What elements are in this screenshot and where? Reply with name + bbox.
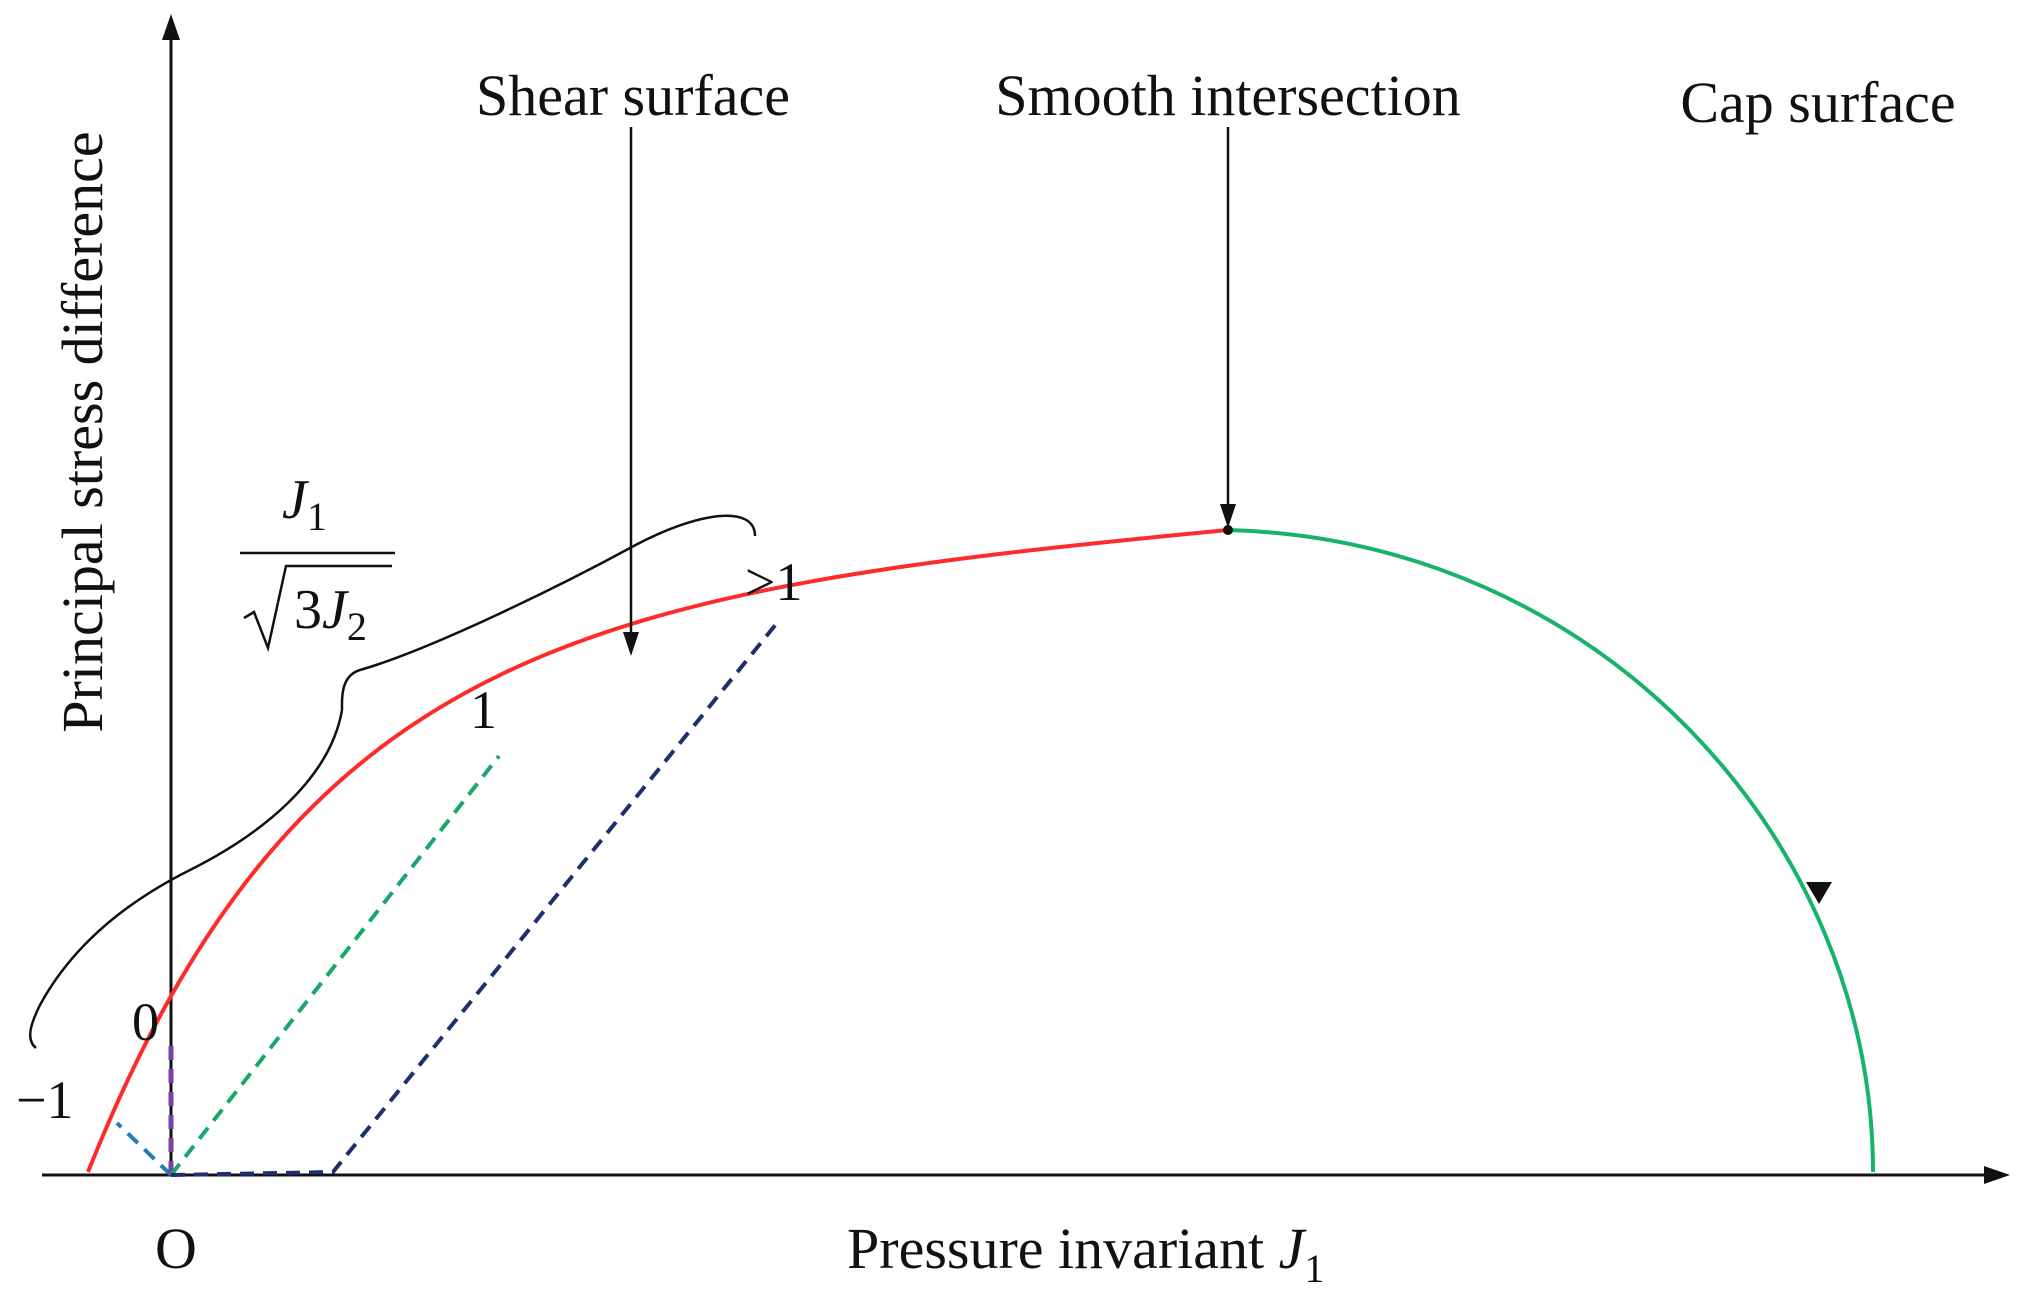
y-axis-arrowhead	[162, 14, 180, 40]
ratio-label: J1 3J2	[240, 469, 395, 653]
origin-label: O	[155, 1216, 197, 1281]
ratio-denominator-var: J	[322, 579, 350, 641]
stress-path-gt1	[170, 621, 779, 1177]
ratio-denominator-sub: 2	[347, 604, 367, 649]
cap-surface-curve	[1227, 528, 1875, 1173]
x-axis-arrowhead	[1984, 1166, 2010, 1184]
ratio-numerator: J1	[282, 469, 327, 539]
ratio-value-zero: 0	[132, 992, 159, 1052]
ratio-denominator-coef: 3	[294, 579, 322, 641]
cap-surface-label: Cap surface	[1680, 70, 1955, 135]
smooth-intersection-arrowhead	[1220, 504, 1236, 528]
ratio-numerator-sub: 1	[307, 494, 327, 539]
x-axis-label: Pressure invariant J1	[847, 1216, 1324, 1291]
smooth-intersection-label: Smooth intersection	[995, 63, 1461, 128]
ratio-numerator-var: J	[282, 469, 310, 531]
ratio-value-minus1: −1	[16, 1070, 73, 1130]
ratio-value-one: 1	[470, 680, 497, 740]
ratio-brace	[28, 514, 757, 1049]
x-axis-label-text: Pressure invariant	[847, 1216, 1279, 1281]
stress-path-minus1	[115, 1121, 173, 1177]
shear-surface-curve	[86, 528, 1229, 1173]
ratio-sqrt-sign	[243, 564, 392, 653]
y-axis-label: Principal stress difference	[50, 131, 115, 732]
ratio-value-gt1: >1	[745, 552, 802, 612]
ratio-denominator: 3J2	[294, 579, 367, 649]
x-axis-label-var: J	[1279, 1216, 1308, 1281]
cap-direction-marker	[1806, 882, 1832, 904]
x-axis-label-sub: 1	[1304, 1246, 1324, 1291]
intersection-point	[1223, 525, 1233, 535]
shear-surface-arrowhead	[623, 632, 639, 656]
shear-surface-label: Shear surface	[476, 63, 790, 128]
stress-path-one	[169, 754, 501, 1177]
